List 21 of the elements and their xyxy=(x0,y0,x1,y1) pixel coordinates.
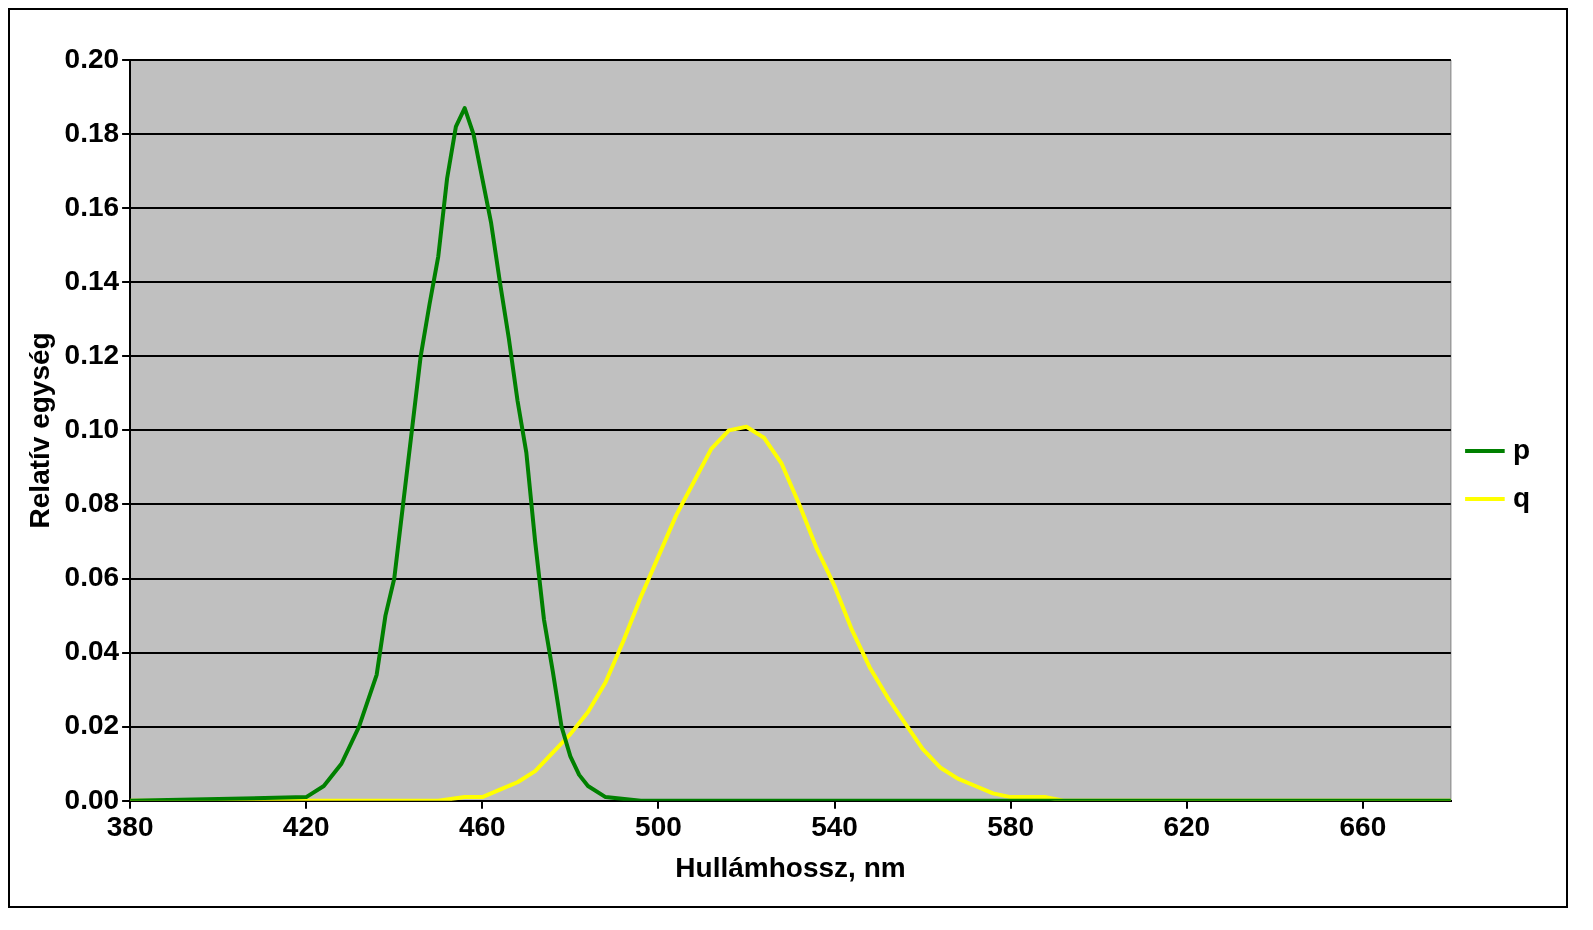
y-axis-title: Relatív egység xyxy=(23,332,55,529)
y-tick-label: 0.18 xyxy=(64,116,120,148)
y-tick-label: 0.06 xyxy=(64,561,120,593)
x-tick-label: 500 xyxy=(635,811,682,843)
x-tick-label: 660 xyxy=(1339,811,1387,843)
y-tick-label: 0.16 xyxy=(64,190,120,222)
y-tick-label: 0.10 xyxy=(64,413,120,445)
x-axis-title: Hullámhossz, nm xyxy=(675,851,906,883)
y-tick-label: 0.02 xyxy=(64,709,120,741)
x-tick-label: 420 xyxy=(282,811,330,843)
legend-label: p xyxy=(1512,433,1531,465)
x-tick-label: 540 xyxy=(811,811,858,843)
y-tick-label: 0.04 xyxy=(64,635,120,667)
y-tick-label: 0.20 xyxy=(64,42,120,74)
legend-label: q xyxy=(1512,481,1531,513)
y-tick-label: 0.12 xyxy=(64,339,120,371)
x-tick-label: 580 xyxy=(987,811,1034,843)
y-tick-label: 0.08 xyxy=(64,487,120,519)
x-tick-label: 460 xyxy=(458,811,506,843)
x-tick-label: 620 xyxy=(1163,811,1211,843)
y-tick-label: 0.14 xyxy=(64,264,120,296)
